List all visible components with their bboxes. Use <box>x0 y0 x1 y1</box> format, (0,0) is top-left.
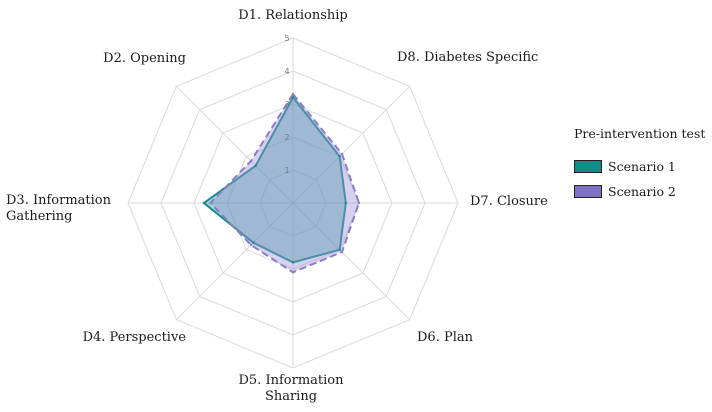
series-1-point-5 <box>291 261 295 264</box>
grid-spoke-8 <box>175 85 294 204</box>
axis-label-d3: D3. Information Gathering <box>6 193 112 224</box>
tick-label-4: 4 <box>284 67 289 76</box>
series-2-polygon <box>209 93 360 274</box>
legend: Pre-intervention test Scenario 1 Scenari… <box>574 126 710 209</box>
tick-label-5: 5 <box>284 34 289 43</box>
legend-swatch-scenario-1 <box>574 160 602 173</box>
series-2-point-8 <box>249 159 253 163</box>
series-1-point-3 <box>344 201 347 205</box>
series-1-point-6 <box>252 241 255 244</box>
grid-spoke-2 <box>292 85 411 204</box>
tick-label-1: 1 <box>284 166 289 175</box>
series-1-point-8 <box>254 164 257 167</box>
legend-swatch-scenario-2 <box>574 185 602 198</box>
tick-label-2: 2 <box>284 133 289 142</box>
axis-label-d7: D7. Closure <box>470 194 548 209</box>
axis-label-d6: D6. Plan <box>417 330 474 345</box>
axis-label-d2: D2. Opening <box>103 51 186 66</box>
legend-label-scenario-1: Scenario 1 <box>608 159 676 174</box>
axis-label-d8: D8. Diabetes Specific <box>397 50 538 65</box>
series-2-point-2 <box>340 152 344 156</box>
axis-label-d5: D5. Information Sharing <box>239 373 345 404</box>
series-2-point-6 <box>249 243 253 247</box>
grid-spoke-4 <box>292 202 411 321</box>
axis-label-d4: D4. Perspective <box>83 330 187 345</box>
series-2-point-1 <box>291 92 295 96</box>
grid-spoke-6 <box>175 202 294 321</box>
tick-label-3: 3 <box>284 100 289 109</box>
legend-title: Pre-intervention test <box>574 126 706 141</box>
series-2-point-5 <box>291 271 295 274</box>
series-1-point-4 <box>338 248 341 251</box>
series-2-point-3 <box>357 201 361 205</box>
series-2-point-4 <box>340 250 344 254</box>
series-1-point-2 <box>338 155 341 158</box>
series-1-point-1 <box>291 96 295 99</box>
axis-label-d1: D1. Relationship <box>238 8 347 23</box>
legend-item-scenario-1[interactable]: Scenario 1 <box>574 159 710 174</box>
series-1-point-7 <box>202 201 206 205</box>
series-2-point-7 <box>209 201 212 205</box>
legend-label-scenario-2: Scenario 2 <box>608 184 676 199</box>
legend-item-scenario-2[interactable]: Scenario 2 <box>574 184 710 199</box>
